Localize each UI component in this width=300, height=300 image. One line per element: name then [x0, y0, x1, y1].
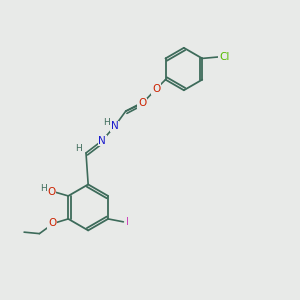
Text: N: N — [111, 122, 119, 131]
Text: Cl: Cl — [219, 52, 230, 62]
Text: I: I — [126, 217, 129, 227]
Text: O: O — [47, 187, 56, 196]
Text: O: O — [152, 84, 160, 94]
Text: H: H — [40, 184, 47, 193]
Text: H: H — [75, 144, 82, 153]
Text: N: N — [98, 136, 106, 146]
Text: O: O — [138, 98, 146, 109]
Text: O: O — [48, 218, 56, 228]
Text: H: H — [103, 118, 110, 127]
